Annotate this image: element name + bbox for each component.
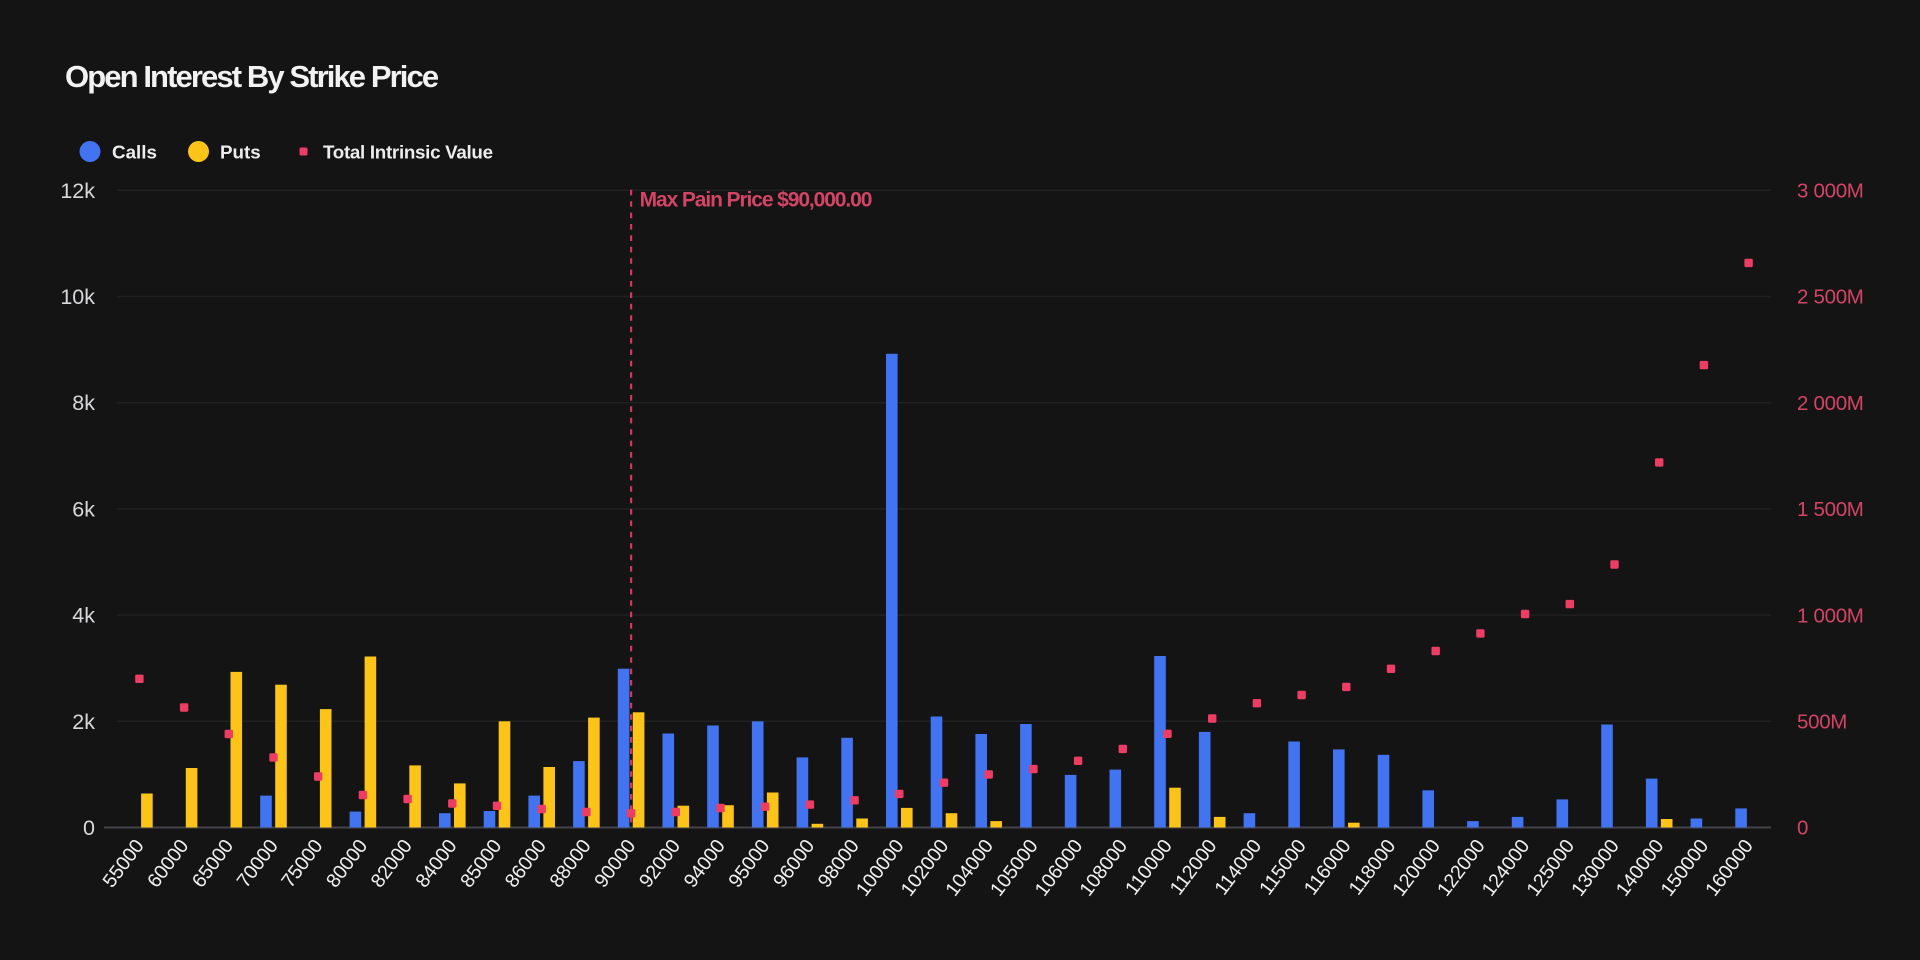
svg-text:Open Interest By Strike Price: Open Interest By Strike Price — [65, 59, 439, 94]
svg-text:Puts: Puts — [220, 142, 261, 163]
svg-text:1 500M: 1 500M — [1797, 498, 1864, 521]
svg-text:10k: 10k — [60, 285, 95, 309]
svg-text:2k: 2k — [72, 710, 95, 734]
svg-text:0: 0 — [1797, 817, 1808, 840]
svg-text:Calls: Calls — [112, 142, 157, 163]
svg-text:8k: 8k — [72, 391, 95, 415]
svg-text:Total Intrinsic Value: Total Intrinsic Value — [323, 142, 493, 163]
svg-text:12k: 12k — [60, 179, 95, 203]
svg-text:2 500M: 2 500M — [1797, 286, 1864, 309]
svg-text:2 000M: 2 000M — [1797, 392, 1864, 415]
svg-text:1 000M: 1 000M — [1797, 604, 1864, 627]
svg-text:0: 0 — [83, 816, 95, 840]
svg-text:3 000M: 3 000M — [1797, 180, 1864, 203]
svg-text:6k: 6k — [72, 497, 95, 521]
svg-text:Max Pain Price $90,000.00: Max Pain Price $90,000.00 — [640, 189, 872, 212]
svg-text:4k: 4k — [72, 604, 95, 628]
svg-text:500M: 500M — [1797, 711, 1847, 734]
